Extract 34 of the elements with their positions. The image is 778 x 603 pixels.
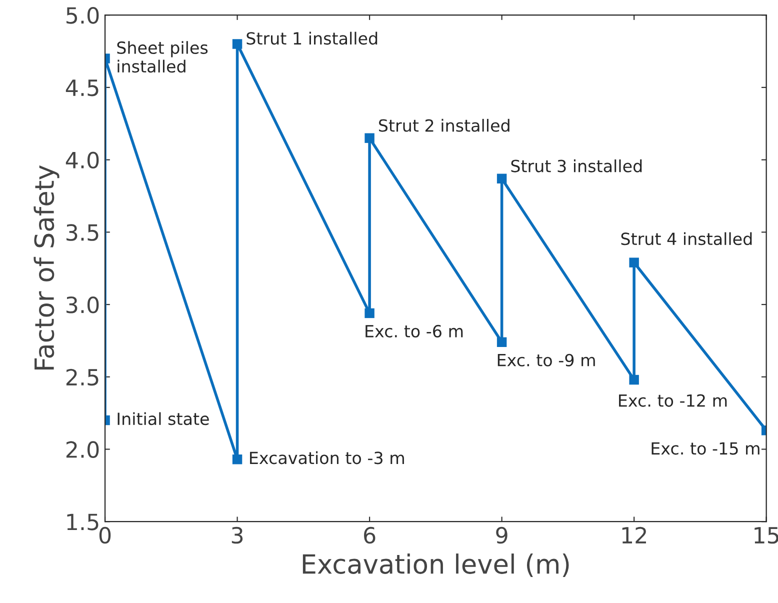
- annotation: Exc. to -12 m: [619, 394, 727, 407]
- x-tick-label: 9: [496, 526, 508, 544]
- point: [496, 174, 507, 184]
- annotation: Strut 2 installed: [378, 118, 510, 132]
- annotation: Exc. to -9 m: [498, 354, 595, 366]
- annotation: Sheet piles installed: [117, 41, 208, 73]
- annotation: Excavation to -3 m: [250, 451, 404, 464]
- y-tick-label: 2.5: [66, 368, 98, 386]
- y-tick-label: 3.0: [66, 296, 99, 314]
- point: [364, 133, 374, 143]
- annotation: Exc. to -6 m: [366, 324, 463, 338]
- annotation: Initial state: [118, 412, 209, 426]
- y-tick-label: 5.0: [66, 7, 99, 24]
- point: [232, 454, 242, 464]
- y-tick-label: 2.0: [66, 441, 99, 458]
- point: [629, 374, 639, 385]
- annotation: Strut 4 installed: [621, 232, 752, 246]
- y-tick-label: 3.5: [66, 224, 98, 241]
- x-tick-label: 3: [232, 526, 243, 544]
- annotation: Exc. to -15 m: [652, 442, 760, 455]
- point: [232, 39, 242, 49]
- x-tick-label: 12: [622, 526, 646, 544]
- point: [629, 258, 639, 268]
- annotation: Strut 1 installed: [246, 32, 378, 45]
- annotation: Strut 3 installed: [511, 159, 642, 172]
- point: [364, 308, 374, 318]
- y-tick-label: 1.5: [67, 514, 98, 530]
- y-axis-title: Factor of Safety: [34, 165, 60, 370]
- y-tick-label: 4.0: [66, 152, 99, 169]
- x-axis-title: Excavation level (m): [302, 554, 569, 578]
- x-tick-label: 6: [364, 526, 376, 544]
- x-tick-label: 0: [99, 526, 111, 544]
- y-tick-label: 4.5: [66, 80, 98, 96]
- point: [496, 337, 507, 348]
